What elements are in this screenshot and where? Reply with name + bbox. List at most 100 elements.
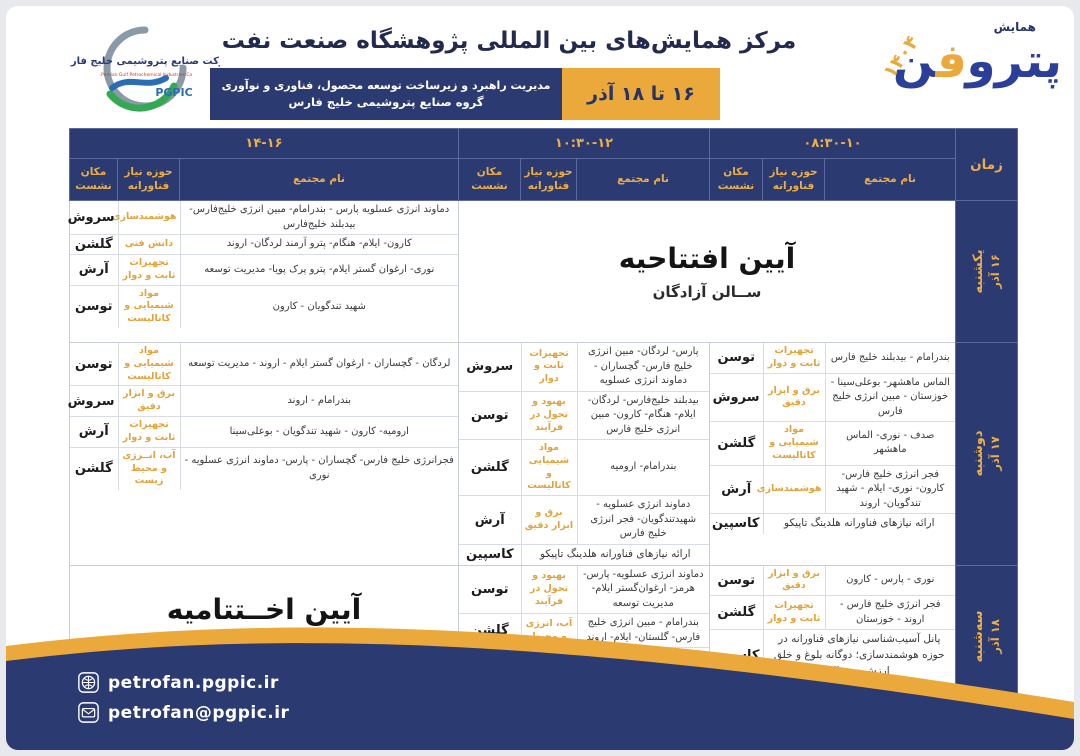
header-tech-need: حوزه نیاز فناورانه [118, 159, 180, 200]
day-date: ۱۶ آذر [988, 254, 1002, 289]
location-cell: کاسپین [710, 513, 764, 534]
pgpic-logo: شرکت صنایع پتروشیمی خلیج فارس Persian Gu… [57, 22, 235, 118]
complex-names-cell: نوری - پارس - کارون [825, 565, 955, 596]
session-row: کارون- ایلام- هنگام- پترو آرمند لردگان- … [70, 234, 458, 255]
page-card: شرکت صنایع پتروشیمی خلیج فارس Persian Gu… [6, 6, 1074, 750]
location-cell: آرش [459, 495, 522, 545]
location-cell: سروش [68, 201, 119, 235]
date-badge: ۱۶ تا ۱۸ آذر [562, 68, 720, 120]
complex-names-cell: نوری- ارغوان گستر ایلام- پترو پرک پویا- … [180, 254, 458, 286]
location-cell: توسن [459, 390, 522, 440]
location-cell: آرش [710, 464, 764, 514]
day-name: دوشنبه [971, 430, 986, 477]
session-row: ارائه نیازهای فناورانه هلدینگ تاپیکو کاسپ… [459, 543, 709, 565]
complex-names-cell: الماس ماهشهر- بوعلی‌سینا - خوزستان - مبی… [825, 372, 955, 422]
tech-need-cell: تجهیزات ثابت و دوار [118, 416, 181, 448]
session-row: فجر انرژی خلیج فارس - اروند - خوزستان تجه… [710, 595, 955, 630]
globe-icon [78, 672, 99, 693]
subtitle-line1: مدیریت راهبرد و زیرساخت توسعه محصول، فنا… [221, 79, 551, 92]
session-row: نوری - پارس - کارون برق و ابزار دقیق توسن [710, 565, 955, 596]
header: شرکت صنایع پتروشیمی خلیج فارس Persian Gu… [6, 6, 1074, 126]
svg-text:شرکت صنایع پتروشیمی خلیج فارس: شرکت صنایع پتروشیمی خلیج فارس [70, 56, 220, 67]
session-row: شهید تندگویان - کارون مواد شیمیایی و کاتا… [70, 284, 458, 329]
session-row: دماوند انرژی عسلویه- پارس- هرمز- ارغوان‌… [459, 565, 709, 614]
complex-names-cell: دماوند انرژی عسلویه - شهیدتندگویان- فجر … [577, 495, 709, 545]
tech-need-cell: تجهیزات ثابت و دوار [763, 343, 826, 374]
schedule-table: زمان ۰۸:۳۰-۱۰ ۱۰:۳۰-۱۲ ۱۴-۱۶ نام مجتمع حوزه ن… [68, 128, 1018, 708]
complex-names-cell: پارس- لردگان- مبین انرژی خلیج فارس- گچسا… [577, 343, 709, 391]
svg-text:Persian Gulf Petrochemical Ind: Persian Gulf Petrochemical Industries Co… [100, 72, 193, 78]
ceremony-cell: آیین افتتاحیه ســالن آزادگان [458, 200, 956, 343]
session-row: بندرامام - اروند برق و ابزار دقیق سروش [68, 385, 458, 417]
session-row: لردگان - گچساران - ارغوان گستر ایلام - ا… [70, 343, 458, 386]
location-cell: توسن [710, 565, 764, 596]
session-row: فجرانرژی خلیج فارس- گچساران - پارس- دماو… [70, 446, 458, 491]
day-name: یکشنبه [971, 249, 986, 294]
svg-text:PGPIC: PGPIC [155, 86, 192, 99]
pgpic-logo-icon: شرکت صنایع پتروشیمی خلیج فارس Persian Gu… [57, 26, 235, 112]
complex-names-cell: بندرامام - اروند [180, 385, 458, 417]
tech-need-cell: مواد شیمیایی و کاتالیست [118, 343, 181, 386]
header-complex-name: نام مجتمع [293, 172, 345, 185]
location-cell: توسن [459, 565, 522, 614]
tech-need-cell: تجهیزات ثابت و دوار [763, 595, 826, 630]
complex-names-cell: صدف - نوری- الماس ماهشهر [825, 421, 955, 466]
tech-need-cell: مواد شیمیایی و کاتالیست [521, 438, 578, 496]
location-cell: گلشن [459, 438, 522, 496]
email-icon [78, 702, 99, 723]
page-title: مرکز همایش‌های بین المللی پژوهشگاه صنعت … [221, 28, 797, 54]
day-cell-0: یکشنبه ۱۶ آذر [955, 200, 1018, 343]
event-type-label: همایش [993, 20, 1036, 34]
tech-need-cell: بهبود و تحول در فرآیند [521, 390, 578, 440]
session-row: نوری- ارغوان گستر ایلام- پترو پرک پویا- … [70, 254, 458, 286]
location-cell: سروش [710, 372, 764, 422]
tech-need-cell: بهبود و تحول در فرآیند [521, 565, 578, 614]
complex-names-cell: کارون- ایلام- هنگام- پترو آرمند لردگان- … [180, 234, 458, 255]
session-row: دماوند انرژی عسلویه - شهیدتندگویان- فجر … [459, 495, 709, 545]
complex-names-cell: بیدبلند خلیج‌فارس- لردگان- ایلام- هنگام-… [577, 390, 709, 440]
header-tech-need: حوزه نیاز فناورانه [521, 159, 577, 200]
tech-need-cell: تجهیزات ثابت و دوار [521, 343, 578, 391]
header-session-location: مکان نشست [459, 159, 521, 200]
tech-need-cell: دانش فنی [118, 234, 181, 255]
tech-need-cell: مواد شیمیایی و کاتالیست [118, 284, 181, 329]
header-complex-name: نام مجتمع [617, 172, 669, 185]
tech-need-cell: برق و ابزار دقیق [763, 372, 826, 422]
subtitle-line2: گروه صنایع پتروشیمی خلیج فارس [288, 95, 484, 109]
location-cell: آرش [70, 254, 119, 286]
location-cell: گلشن [710, 595, 764, 630]
time-range-header-2: ۱۴-۱۶ [69, 128, 459, 159]
location-cell: توسن [70, 343, 119, 386]
location-cell: سروش [68, 385, 119, 417]
session-title-cell: ارائه نیازهای فناورانه هلدینگ تاپیکو [763, 513, 955, 534]
session-row: بندرامام- ارومیه مواد شیمیایی و کاتالیست گ… [459, 438, 709, 496]
location-cell: توسن [710, 343, 764, 374]
tech-need-cell: برق و ابزار دقیق [521, 495, 578, 545]
header-complex-name: نام مجتمع [864, 172, 916, 185]
session-row: فجر انرژی خلیج فارس- کارون- نوری- ایلام … [710, 464, 955, 514]
time-range-header-0: ۰۸:۳۰-۱۰ [709, 128, 956, 159]
footer-wave [6, 627, 1074, 750]
complex-names-cell: دماوند انرژی عسلویه پارس - بندرامام- مبی… [180, 201, 458, 235]
location-cell: آرش [70, 416, 119, 448]
subtitle-bar: مدیریت راهبرد و زیرساخت توسعه محصول، فنا… [210, 68, 562, 120]
header-session-location: مکان نشست [710, 159, 763, 200]
email-link[interactable]: petrofan@pgpic.ir [78, 702, 289, 723]
session-title-cell: ارائه نیازهای فناورانه هلدینگ تاپیکو [521, 543, 709, 565]
tech-need-cell: هوشمندسازی [112, 201, 181, 235]
time-range-header-1: ۱۰:۳۰-۱۲ [458, 128, 710, 159]
complex-names-cell: فجر انرژی خلیج فارس- کارون- نوری- ایلام … [825, 464, 955, 514]
day-date: ۱۷ آذر [988, 436, 1002, 472]
ceremony-title: آیین اخــتتامیه [166, 592, 362, 626]
tech-need-cell: آب، انــرژی و محیط زیست [118, 446, 181, 491]
header-strip: ۱۶ تا ۱۸ آذر مدیریت راهبرد و زیرساخت توس… [210, 68, 720, 120]
website-link[interactable]: petrofan.pgpic.ir [78, 672, 289, 693]
session-row: ارومیه- کارون - شهید تندگویان - بوعلی‌سی… [70, 416, 458, 448]
tech-need-cell: هوشمندسازی [757, 464, 826, 514]
ceremony-title: آیین افتتاحیه [618, 242, 796, 275]
session-row: الماس ماهشهر- بوعلی‌سینا - خوزستان - مبی… [710, 372, 955, 422]
header-session-location: مکان نشست [70, 159, 118, 200]
location-cell: گلشن [70, 234, 119, 255]
footer: petrofan.pgpic.ir petrofan@pgpic.ir [6, 624, 1074, 750]
ceremony-hall: ســالن آزادگان [652, 283, 762, 301]
